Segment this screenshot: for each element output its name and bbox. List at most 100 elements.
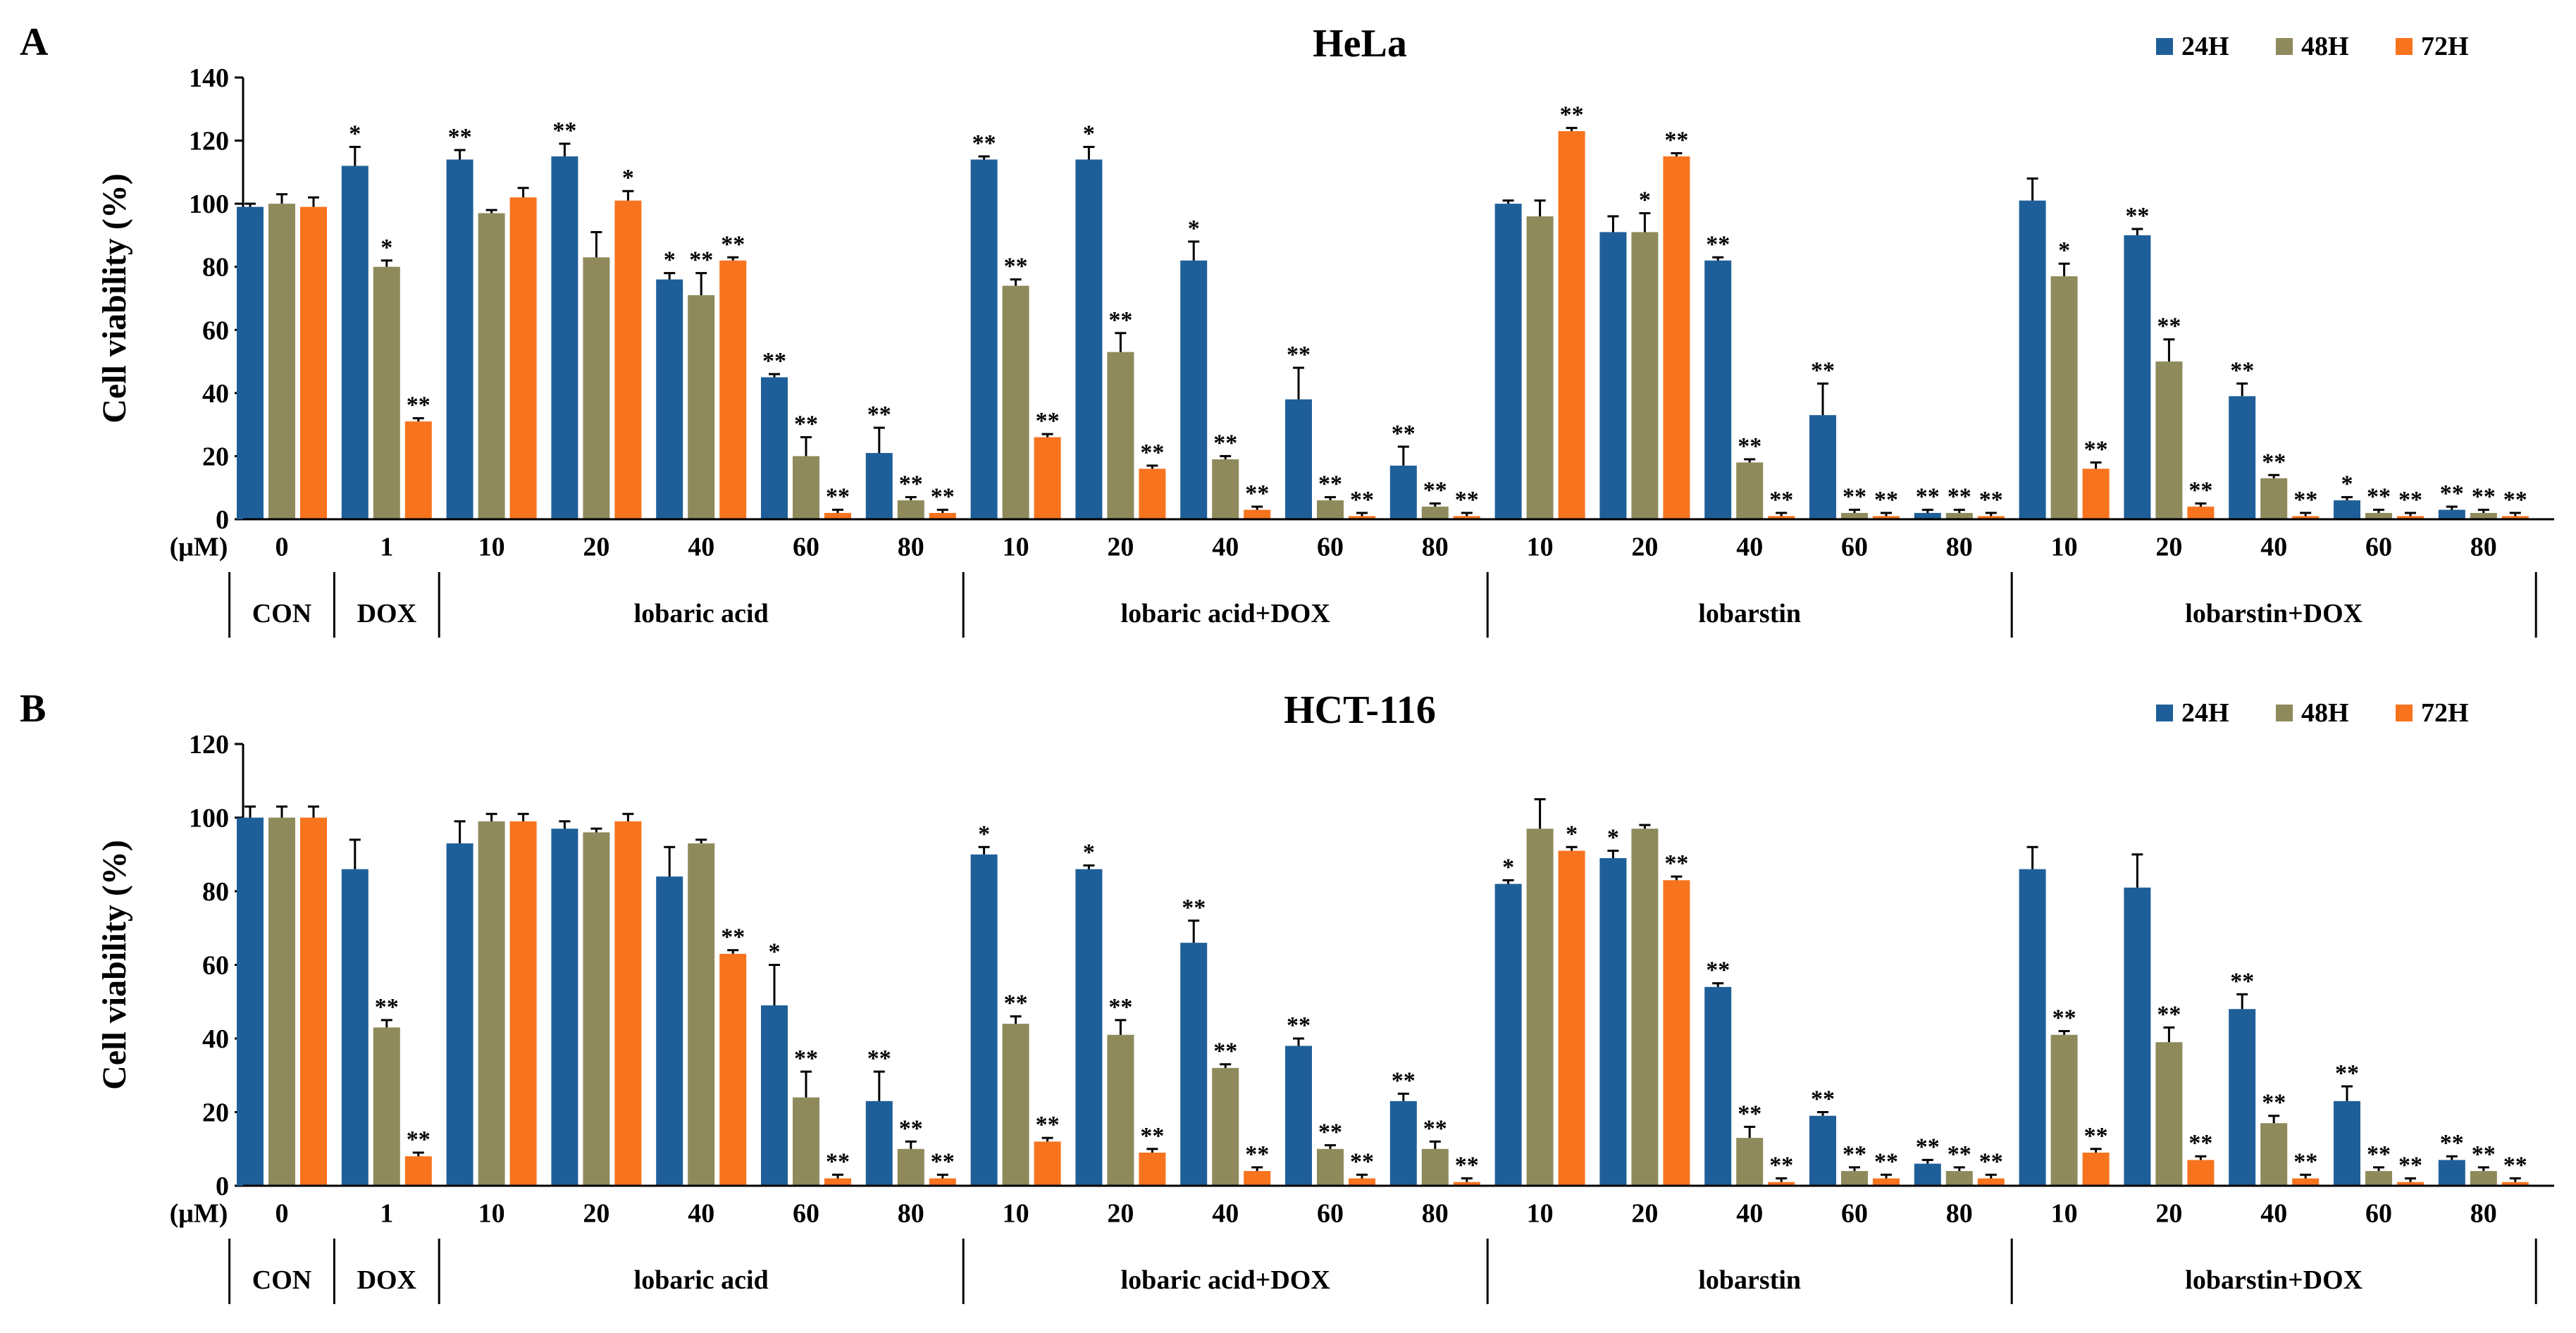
bar-48H [897,1148,924,1186]
bar-24H [1914,513,1941,519]
y-tick-label: 100 [189,190,229,219]
bar-72H [614,821,642,1186]
bar-48H [2260,1123,2288,1186]
y-tick-label: 100 [189,804,229,833]
y-tick-label: 20 [202,442,229,471]
significance-mark: ** [867,1046,891,1072]
bar-72H [1453,516,1480,519]
significance-mark: ** [1455,487,1479,513]
significance-mark: ** [1108,307,1132,333]
chart-hela: HeLa 24H 48H 72H Cell viability (%) 0 20 40 60 80… [96,22,2554,638]
significance-mark: ** [1738,433,1761,459]
bar-24H [1494,884,1522,1186]
bar-48H [1212,459,1239,519]
significance-mark: ** [867,402,891,428]
significance-mark: * [1639,187,1651,213]
significance-mark: ** [552,118,576,144]
significance-mark: ** [1874,487,1898,513]
significance-mark: ** [1213,1038,1237,1065]
significance-mark: ** [931,484,955,510]
category-label: 20 [1107,533,1134,562]
bar-72H [2187,507,2215,519]
bar-24H [2124,887,2151,1186]
significance-mark: * [349,121,361,147]
significance-mark: * [1607,825,1619,851]
legend-label-72H: 72H [2421,32,2469,61]
y-tick-label: 140 [189,63,229,93]
significance-mark: ** [1140,440,1164,466]
bar-72H [509,821,537,1186]
significance-mark: ** [1948,484,1971,510]
category-label: 10 [1527,533,1554,562]
significance-mark: ** [1287,342,1311,368]
bar-72H [1663,880,1690,1186]
bar-48H [373,266,400,519]
bar-48H [2155,361,2183,519]
category-label: 60 [793,1199,819,1229]
bar-24H [1389,465,1417,519]
bar-24H [970,159,998,519]
bar-48H [1945,1171,1973,1186]
category-label: 80 [1422,533,1449,562]
bar-24H [2124,235,2151,519]
bar-72H [1453,1182,1480,1186]
bar-48H [1002,1024,1029,1186]
significance-mark: ** [1318,1120,1342,1146]
legend-swatch-48H [2276,38,2293,55]
bar-48H [2050,276,2078,519]
group-label: lobaric acid+DOX [1121,599,1330,628]
bar-48H [1631,232,1659,519]
bar-72H [2187,1160,2215,1186]
significance-mark: ** [1916,484,1940,510]
bar-48H [1526,216,1554,519]
bar-48H [268,817,295,1186]
bar-24H [2438,1160,2465,1186]
category-label: 80 [898,533,924,562]
category-label: 10 [2051,1199,2078,1229]
significance-mark: ** [1182,895,1206,921]
bar-72H [2397,1182,2424,1186]
category-label: 20 [1631,533,1658,562]
unit-label: (μM) [170,533,228,562]
bar-72H [2501,1182,2529,1186]
bar-72H [2082,469,2110,519]
bar-72H [1244,1171,1271,1186]
category-label: 60 [793,533,819,562]
bar-72H [1139,1152,1166,1186]
legend-swatch-24H [2156,38,2173,55]
significance-mark: ** [826,1148,850,1174]
significance-mark: ** [1455,1153,1479,1179]
significance-mark: ** [1979,487,2003,513]
panel-hela: A HeLa 24H 48H 72H Cell viability (%) 0 20 40 60… [0,0,2576,666]
y-axis-label: Cell viability (%) [96,840,133,1090]
legend-label-24H: 24H [2181,32,2229,61]
bar-48H [793,1097,819,1186]
bar-72H [929,1178,956,1186]
bar-48H [688,843,715,1186]
significance-mark: ** [1874,1148,1898,1174]
bar-72H [1558,850,1585,1186]
significance-mark: ** [899,471,923,497]
significance-mark: ** [1706,231,1730,257]
significance-mark: * [1083,121,1095,147]
significance-mark: ** [972,130,996,156]
bar-24H [656,279,683,519]
bar-24H [761,1005,788,1186]
bar-24H [2229,396,2256,519]
significance-mark: * [2341,471,2353,497]
bar-24H [446,843,473,1186]
significance-mark: ** [1738,1100,1761,1127]
bar-72H [2397,516,2424,519]
bar-24H [551,829,578,1186]
bar-72H [1139,469,1166,519]
bar-48H [2050,1034,2078,1186]
legend-swatch-72H [2396,705,2413,721]
bar-72H [509,197,537,519]
significance-mark: ** [2157,314,2181,340]
legend-label-48H: 48H [2301,32,2349,61]
significance-mark: ** [1350,487,1374,513]
bar-24H [2438,509,2465,519]
bar-48H [1841,1171,1868,1186]
significance-mark: ** [1392,421,1416,447]
category-label: 10 [478,533,505,562]
